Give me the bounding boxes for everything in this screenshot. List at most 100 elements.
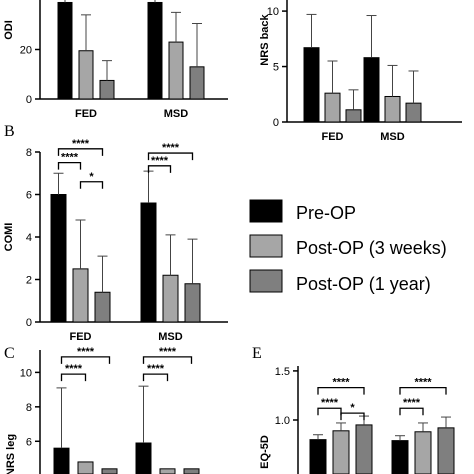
x-tick-label: MSD bbox=[380, 131, 405, 143]
x-tick-label: FED bbox=[322, 131, 344, 143]
y-tick-label: 0 bbox=[26, 94, 32, 106]
x-tick-label: MSD bbox=[164, 108, 189, 120]
bar bbox=[57, 1, 73, 100]
legend-swatch bbox=[249, 234, 283, 258]
bar bbox=[184, 283, 201, 323]
legend-label: Pre-OP bbox=[296, 203, 356, 223]
significance-label: **** bbox=[414, 377, 432, 389]
y-tick-label: 10 bbox=[20, 367, 32, 379]
significance-bracket bbox=[60, 373, 87, 382]
bar bbox=[77, 461, 94, 474]
significance-label: **** bbox=[147, 363, 165, 375]
panel-letter: E bbox=[252, 345, 262, 362]
y-axis-label: NRS leg bbox=[5, 434, 17, 474]
y-axis-label: COMI bbox=[3, 223, 15, 252]
significance-label: **** bbox=[162, 142, 180, 154]
significance-bracket bbox=[317, 386, 365, 395]
y-axis-label: EQ-5D bbox=[259, 435, 271, 469]
bar bbox=[345, 109, 362, 123]
significance-label: **** bbox=[72, 138, 90, 150]
legend-label: Post-OP (1 year) bbox=[296, 274, 431, 294]
significance-label: **** bbox=[65, 363, 83, 375]
y-tick-label: 10 bbox=[267, 6, 279, 18]
significance-bracket bbox=[142, 356, 193, 364]
bar bbox=[147, 1, 163, 100]
significance-label: **** bbox=[159, 346, 177, 358]
bar bbox=[332, 430, 350, 474]
bar bbox=[78, 50, 94, 100]
bar bbox=[101, 468, 118, 474]
bar bbox=[391, 440, 409, 474]
bar bbox=[324, 92, 341, 123]
bar bbox=[437, 427, 455, 474]
bar bbox=[384, 95, 401, 123]
y-tick-label: 0 bbox=[273, 117, 279, 129]
bar bbox=[168, 41, 184, 100]
significance-label: **** bbox=[332, 377, 350, 389]
significance-label: **** bbox=[321, 397, 339, 409]
bar bbox=[162, 274, 179, 323]
bar bbox=[53, 447, 70, 474]
bar bbox=[135, 442, 152, 474]
panel-letter: B bbox=[4, 123, 15, 140]
bar bbox=[405, 102, 422, 123]
y-tick-label: 1.0 bbox=[275, 415, 290, 427]
legend-entry-post-op-1-year: Post-OP (1 year) bbox=[249, 269, 431, 294]
significance-bracket bbox=[57, 161, 82, 170]
x-tick-label: FED bbox=[75, 108, 97, 120]
bar bbox=[355, 424, 373, 474]
y-tick-label: 4 bbox=[26, 232, 32, 244]
y-tick-label: 8 bbox=[26, 147, 32, 159]
y-tick-label: 1.5 bbox=[275, 366, 290, 378]
bar bbox=[50, 194, 67, 323]
significance-bracket bbox=[60, 356, 111, 364]
panel-letter: C bbox=[4, 345, 15, 362]
bar bbox=[189, 66, 205, 100]
legend-label: Post-OP (3 weeks) bbox=[296, 238, 447, 258]
significance-bracket bbox=[147, 152, 194, 161]
y-tick-label: 2 bbox=[26, 275, 32, 287]
legend-swatch bbox=[249, 269, 283, 293]
y-tick-label: 8 bbox=[26, 402, 32, 414]
y-tick-label: 6 bbox=[26, 190, 32, 202]
y-axis-label: ODI bbox=[3, 20, 15, 40]
significance-label: * bbox=[350, 402, 355, 414]
significance-bracket bbox=[399, 386, 447, 395]
y-tick-label: 0 bbox=[26, 317, 32, 329]
bar bbox=[140, 202, 157, 323]
legend: Pre-OP Post-OP (3 weeks) Post-OP (1 year… bbox=[249, 199, 447, 294]
significance-label: * bbox=[89, 171, 94, 183]
legend-swatch bbox=[249, 199, 283, 223]
bar bbox=[303, 47, 320, 123]
significance-label: **** bbox=[61, 152, 79, 164]
significance-bracket bbox=[57, 148, 104, 156]
y-axis-label: NRS back bbox=[259, 13, 271, 65]
significance-label: **** bbox=[403, 397, 421, 409]
bar bbox=[363, 57, 380, 123]
bar bbox=[94, 291, 111, 323]
y-tick-label: 6 bbox=[26, 436, 32, 448]
y-tick-label: 20 bbox=[20, 45, 32, 57]
x-tick-label: FED bbox=[70, 331, 92, 343]
significance-bracket bbox=[147, 165, 172, 173]
bar bbox=[183, 468, 200, 474]
bar bbox=[414, 431, 432, 474]
panel-eq5d: 1.01.5EQ-5DE******** ********* bbox=[252, 345, 455, 474]
significance-label: **** bbox=[77, 346, 95, 358]
significance-bracket bbox=[340, 412, 365, 421]
significance-bracket bbox=[317, 407, 342, 416]
bar bbox=[72, 268, 89, 323]
bar bbox=[309, 439, 327, 474]
panel-nrs-leg: 6 8 10 NRS leg C **** **** **** **** bbox=[4, 345, 200, 474]
bar bbox=[99, 79, 115, 100]
significance-bracket bbox=[142, 373, 169, 382]
significance-bracket bbox=[399, 407, 424, 416]
legend-entry-pre-op: Pre-OP bbox=[249, 199, 356, 223]
y-tick-label: 5 bbox=[273, 62, 279, 74]
bar bbox=[159, 468, 176, 474]
legend-entry-post-op-3-weeks: Post-OP (3 weeks) bbox=[249, 234, 447, 258]
panel-odi: 0 20 ODI FED MSD bbox=[3, 0, 228, 120]
